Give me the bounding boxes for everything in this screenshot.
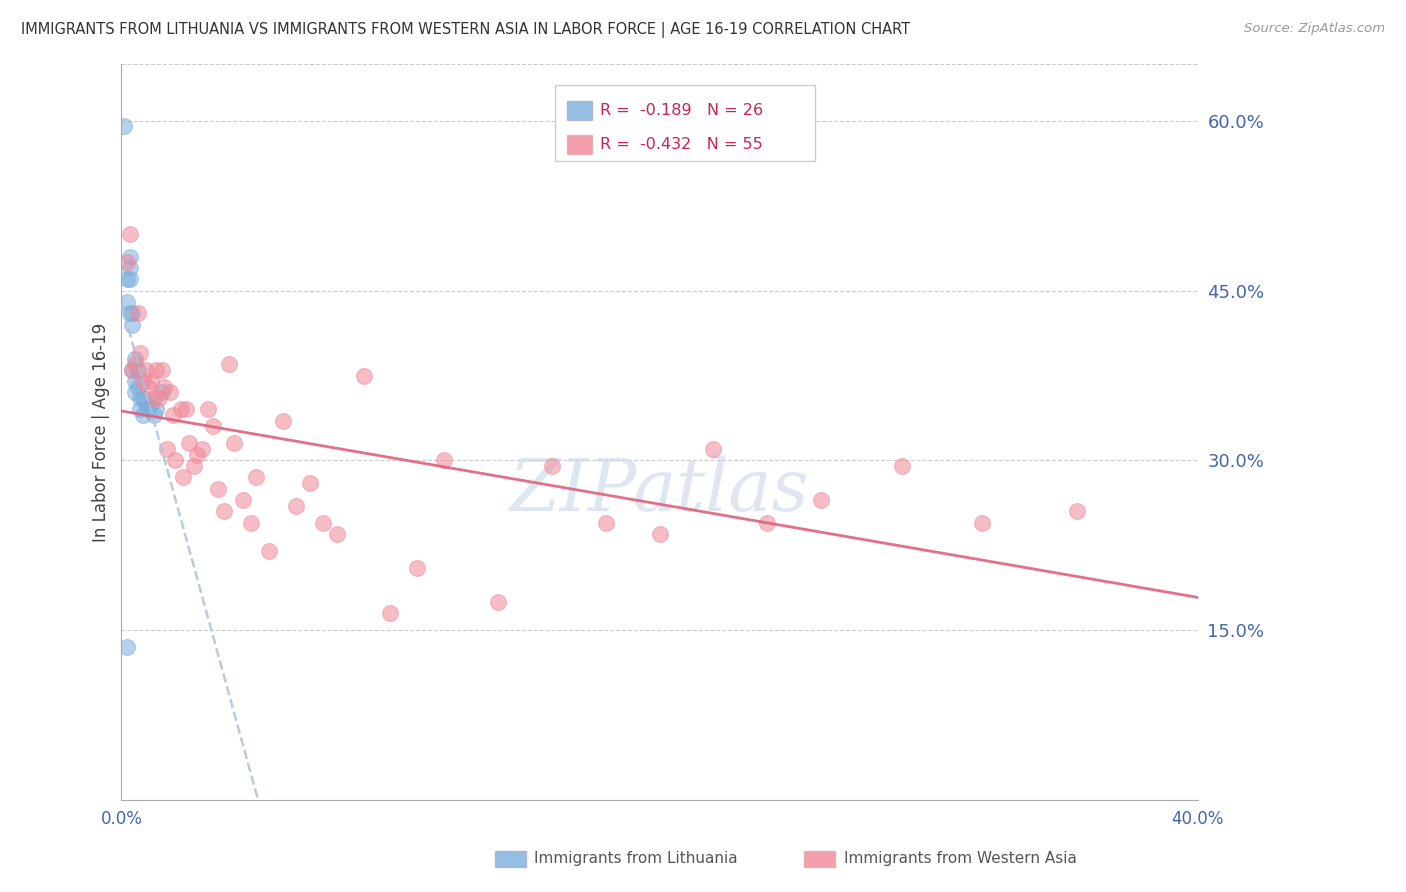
Point	[145, 363, 167, 377]
Point	[139, 374, 162, 388]
Point	[121, 363, 143, 377]
Point	[218, 357, 240, 371]
Point	[201, 419, 224, 434]
Point	[380, 607, 402, 621]
Point	[165, 453, 187, 467]
Point	[271, 414, 294, 428]
Point	[191, 442, 214, 457]
Point	[121, 363, 143, 377]
Point	[810, 493, 832, 508]
Point	[153, 380, 176, 394]
Text: IMMIGRANTS FROM LITHUANIA VS IMMIGRANTS FROM WESTERN ASIA IN LABOR FORCE | AGE 1: IMMIGRANTS FROM LITHUANIA VS IMMIGRANTS …	[21, 22, 910, 38]
Point	[245, 470, 267, 484]
Point	[124, 351, 146, 366]
Point	[177, 436, 200, 450]
Point	[702, 442, 724, 457]
Point	[486, 595, 509, 609]
Point	[595, 516, 617, 530]
Y-axis label: In Labor Force | Age 16-19: In Labor Force | Age 16-19	[93, 323, 110, 541]
Point	[239, 516, 262, 530]
Point	[186, 448, 208, 462]
Point	[972, 516, 994, 530]
Point	[142, 391, 165, 405]
Point	[115, 294, 138, 309]
Point	[224, 436, 246, 450]
Text: ZIPatlas: ZIPatlas	[510, 456, 810, 526]
Point	[132, 408, 155, 422]
Point	[124, 385, 146, 400]
Point	[169, 402, 191, 417]
Point	[118, 260, 141, 275]
Point	[197, 402, 219, 417]
Point	[890, 459, 912, 474]
Point	[118, 250, 141, 264]
Text: Source: ZipAtlas.com: Source: ZipAtlas.com	[1244, 22, 1385, 36]
Point	[118, 306, 141, 320]
Point	[207, 482, 229, 496]
Point	[127, 363, 149, 377]
Point	[127, 380, 149, 394]
Point	[129, 391, 152, 405]
Point	[138, 402, 160, 417]
Point	[259, 544, 281, 558]
Point	[112, 120, 135, 134]
Point	[541, 459, 564, 474]
Point	[285, 499, 308, 513]
Point	[648, 527, 671, 541]
Point	[124, 374, 146, 388]
Point	[159, 385, 181, 400]
Point	[162, 408, 184, 422]
Point	[132, 391, 155, 405]
Point	[174, 402, 197, 417]
Point	[145, 402, 167, 417]
Point	[172, 470, 194, 484]
Point	[1066, 504, 1088, 518]
Point	[138, 380, 160, 394]
Point	[142, 408, 165, 422]
Point	[121, 318, 143, 332]
Point	[212, 504, 235, 518]
Point	[756, 516, 779, 530]
Point	[353, 368, 375, 383]
Point	[183, 459, 205, 474]
Point	[312, 516, 335, 530]
Point	[150, 385, 173, 400]
Point	[124, 357, 146, 371]
Point	[325, 527, 347, 541]
Point	[115, 255, 138, 269]
Point	[127, 306, 149, 320]
Point	[231, 493, 253, 508]
Text: R =  -0.432   N = 55: R = -0.432 N = 55	[600, 137, 763, 152]
Point	[135, 397, 157, 411]
Point	[150, 363, 173, 377]
Point	[135, 363, 157, 377]
Point	[115, 640, 138, 655]
Text: Immigrants from Lithuania: Immigrants from Lithuania	[534, 852, 738, 866]
Point	[118, 272, 141, 286]
Point	[298, 476, 321, 491]
Point	[129, 402, 152, 417]
Point	[406, 561, 429, 575]
Text: R =  -0.189   N = 26: R = -0.189 N = 26	[600, 103, 763, 118]
Point	[129, 346, 152, 360]
Point	[139, 397, 162, 411]
Point	[156, 442, 179, 457]
Point	[132, 374, 155, 388]
Point	[115, 272, 138, 286]
Point	[118, 227, 141, 241]
Point	[121, 306, 143, 320]
Point	[433, 453, 456, 467]
Point	[148, 391, 170, 405]
Text: Immigrants from Western Asia: Immigrants from Western Asia	[844, 852, 1077, 866]
